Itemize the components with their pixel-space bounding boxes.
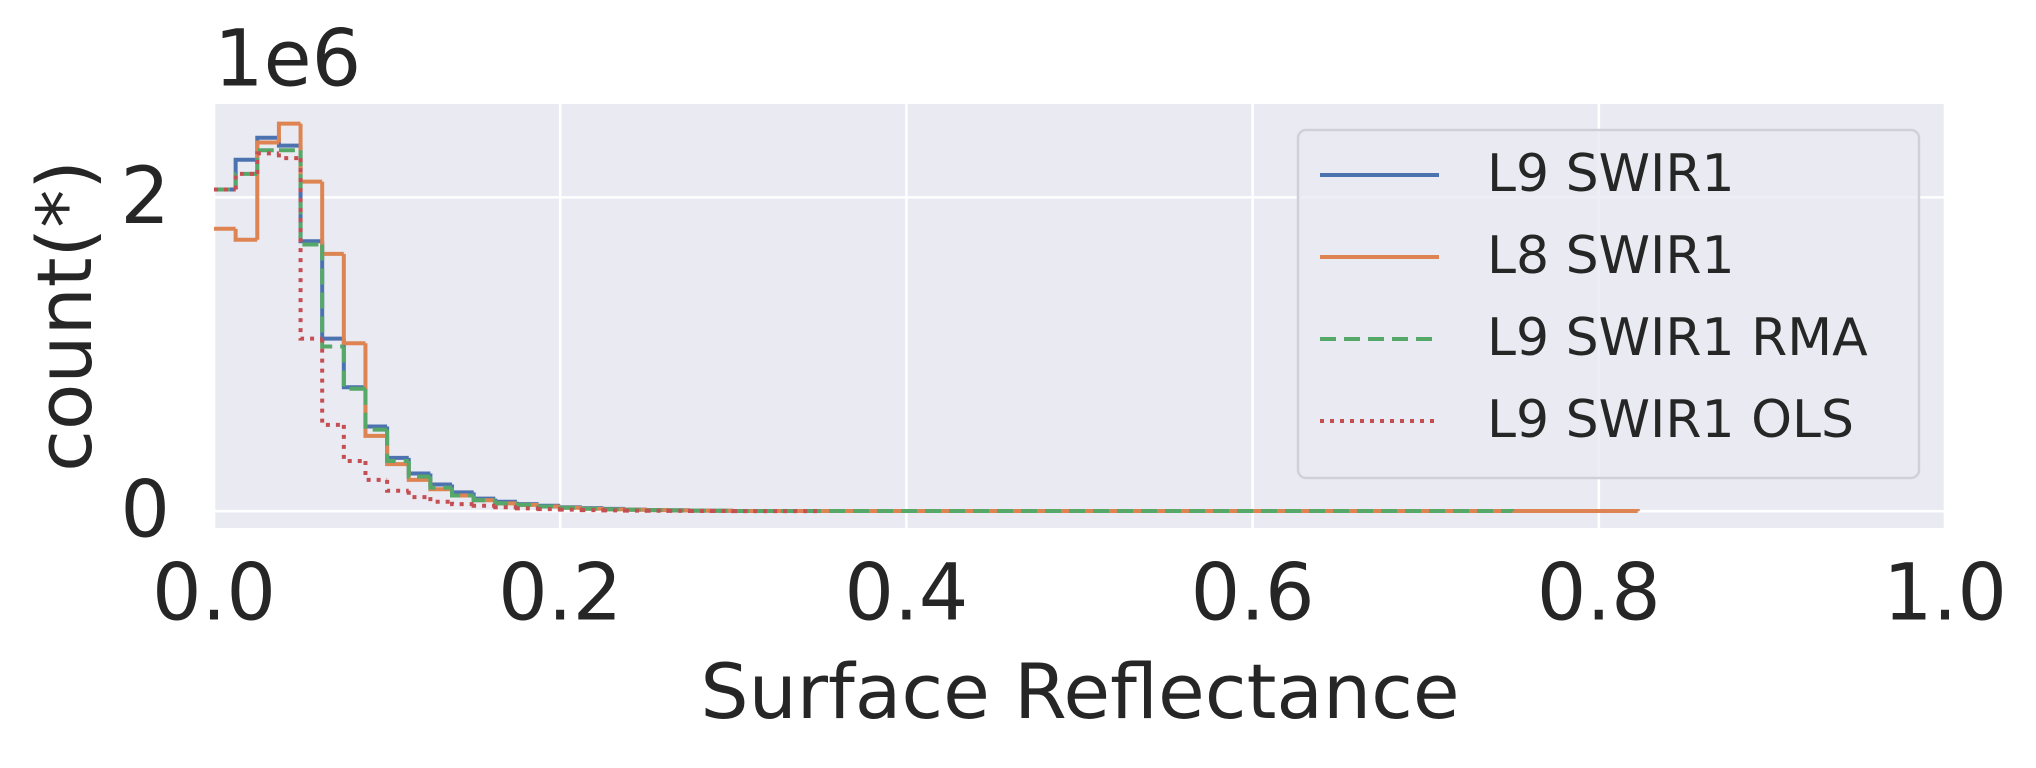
histogram-step bbox=[406, 460, 431, 479]
legend-label: L9 SWIR1 RMA bbox=[1487, 308, 1868, 368]
x-tick-label: 0.0 bbox=[152, 548, 276, 638]
histogram-step bbox=[320, 338, 344, 427]
histogram-step bbox=[276, 121, 301, 143]
histogram-step bbox=[320, 244, 344, 349]
histogram-step bbox=[341, 424, 366, 463]
histogram-step bbox=[493, 505, 517, 510]
histogram-step bbox=[363, 343, 388, 438]
x-tick-label: 0.2 bbox=[498, 548, 622, 638]
histogram-step bbox=[341, 253, 366, 346]
histogram-step bbox=[471, 495, 496, 503]
histogram-step bbox=[233, 228, 258, 242]
x-axis-label: Surface Reflectance bbox=[700, 647, 1459, 736]
histogram-step bbox=[406, 490, 431, 500]
legend-box bbox=[1296, 128, 1921, 480]
histogram-step bbox=[385, 479, 409, 493]
histogram-step bbox=[428, 497, 453, 504]
x-tick-label: 0.4 bbox=[844, 548, 968, 638]
histogram-step bbox=[298, 158, 323, 341]
histogram-step bbox=[255, 140, 279, 240]
histogram-step bbox=[255, 151, 279, 174]
histogram-step bbox=[493, 500, 517, 506]
histogram-step bbox=[276, 153, 301, 161]
histogram-step bbox=[514, 502, 539, 507]
y-offset-label: 1e6 bbox=[214, 14, 361, 104]
marks bbox=[214, 121, 1640, 514]
x-tick-label: 0.8 bbox=[1537, 548, 1661, 638]
histogram-step bbox=[450, 487, 474, 498]
legend-label: L8 SWIR1 bbox=[1487, 226, 1735, 286]
histogram-step bbox=[341, 346, 366, 391]
histogram-step bbox=[233, 171, 258, 190]
histogram-step bbox=[363, 388, 388, 432]
histogram-step bbox=[514, 506, 539, 511]
histogram-step bbox=[536, 504, 561, 509]
histogram-step bbox=[450, 501, 474, 507]
x-tick-label: 1.0 bbox=[1883, 548, 2007, 638]
legend: L9 SWIR1 L8 SWIR1 L9 SWIR1 RMA L9 SWIR1 OLS bbox=[1296, 128, 1921, 480]
legend-label: L9 SWIR1 bbox=[1487, 144, 1735, 204]
histogram-step bbox=[471, 503, 496, 508]
histogram-step bbox=[536, 507, 561, 512]
y-tick-label: 2 bbox=[120, 152, 170, 242]
x-tick-label: 0.6 bbox=[1191, 548, 1315, 638]
y-tick-label: 0 bbox=[120, 466, 170, 556]
histogram-step bbox=[385, 429, 409, 463]
histogram-step bbox=[363, 460, 388, 482]
legend-label: L9 SWIR1 OLS bbox=[1487, 390, 1854, 450]
y-axis-label: count(*) bbox=[20, 160, 109, 472]
histogram-step bbox=[428, 476, 453, 490]
histogram-step bbox=[255, 148, 279, 174]
